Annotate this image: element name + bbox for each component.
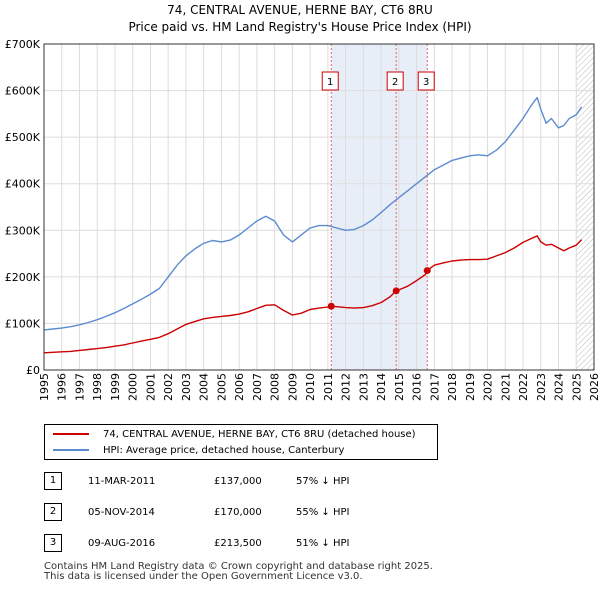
x-tick-label: 2023 (535, 373, 548, 401)
sale-point-2 (392, 287, 400, 295)
sale-box-label-2: 2 (392, 77, 398, 88)
sale-point-1 (327, 302, 335, 310)
price-chart: 1 2 3 £0 £100K £200K £300K £400K £500K £600K £700K… (5, 38, 600, 401)
x-tick-label: 2000 (127, 373, 140, 401)
x-tick-label: 2010 (304, 373, 317, 401)
sale-date-2: 05-NOV-2014 (88, 507, 155, 518)
chart-title: 74, CENTRAL AVENUE, HERNE BAY, CT6 8RU P… (0, 2, 600, 36)
x-tick-label: 2026 (588, 373, 600, 401)
sale-hpi-1: 57% ↓ HPI (296, 476, 350, 487)
shaded-ownership-region (331, 44, 428, 370)
legend-label-hpi: HPI: Average price, detached house, Cant… (103, 445, 345, 456)
sale-box-label-3: 3 (423, 77, 429, 88)
x-tick-label: 2015 (393, 373, 406, 401)
sale-row-2: 2 05-NOV-2014 £170,000 55% ↓ HPI (44, 503, 464, 523)
sale-price-1: £137,000 (214, 476, 262, 487)
x-tick-label: 1995 (38, 373, 51, 401)
footer: Contains HM Land Registry data © Crown c… (44, 562, 433, 582)
hpi-series-line (43, 96, 583, 331)
y-tick-label: £300K (5, 224, 41, 237)
sale-date-3: 09-AUG-2016 (88, 538, 156, 549)
x-tick-label: 2009 (286, 373, 299, 401)
x-tick-label: 2006 (233, 373, 246, 401)
x-tick-label: 1997 (73, 373, 86, 401)
footer-line-2: This data is licensed under the Open Gov… (44, 571, 363, 582)
future-hatch-region (576, 44, 594, 370)
x-tick-label: 2002 (162, 373, 175, 401)
x-tick-label: 1996 (56, 373, 69, 401)
title-line-2: Price paid vs. HM Land Registry's House … (128, 20, 472, 34)
x-tick-label: 2011 (322, 373, 335, 401)
legend-swatch-property (53, 433, 89, 435)
x-tick-label: 2020 (482, 373, 495, 401)
legend-item-hpi: HPI: Average price, detached house, Cant… (53, 444, 344, 458)
chart-legend: 74, CENTRAL AVENUE, HERNE BAY, CT6 8RU (… (44, 424, 438, 460)
y-tick-label: £600K (5, 85, 41, 98)
sale-marker-3: 3 (44, 534, 62, 552)
y-tick-label: £200K (5, 271, 41, 284)
sale-price-3: £213,500 (214, 538, 262, 549)
x-tick-label: 2005 (215, 373, 228, 401)
sale-price-2: £170,000 (214, 507, 262, 518)
x-tick-label: 2017 (428, 373, 441, 401)
x-tick-label: 2025 (570, 373, 583, 401)
sale-hpi-2: 55% ↓ HPI (296, 507, 350, 518)
x-tick-label: 1999 (109, 373, 122, 401)
sale-point-3 (423, 267, 431, 275)
plot-border (43, 43, 595, 371)
y-tick-label: £0 (26, 364, 40, 377)
x-tick-label: 2001 (144, 373, 157, 401)
legend-label-property: 74, CENTRAL AVENUE, HERNE BAY, CT6 8RU (… (103, 429, 416, 440)
legend-item-property: 74, CENTRAL AVENUE, HERNE BAY, CT6 8RU (… (53, 428, 416, 442)
sale-box-2 (386, 71, 404, 91)
sale-box-1 (321, 71, 339, 91)
footer-line-1: Contains HM Land Registry data © Crown c… (44, 561, 433, 572)
sale-row-1: 1 11-MAR-2011 £137,000 57% ↓ HPI (44, 472, 464, 492)
x-tick-label: 2007 (251, 373, 264, 401)
sale-marker-2: 2 (44, 503, 62, 521)
y-tick-label: £400K (5, 178, 41, 191)
x-tick-label: 2021 (499, 373, 512, 401)
sale-row-3: 3 09-AUG-2016 £213,500 51% ↓ HPI (44, 534, 464, 554)
y-tick-label: £500K (5, 131, 41, 144)
x-tick-label: 2012 (340, 373, 353, 401)
x-tick-label: 2014 (375, 373, 388, 401)
sale-box-3 (417, 71, 435, 91)
x-tick-label: 2019 (464, 373, 477, 401)
x-tick-label: 2004 (198, 373, 211, 401)
x-tick-label: 2018 (446, 373, 459, 401)
sale-box-label-1: 1 (327, 77, 333, 88)
legend-swatch-hpi (53, 449, 89, 451)
x-tick-label: 2024 (553, 373, 566, 401)
x-tick-label: 2016 (411, 373, 424, 401)
x-tick-label: 1998 (91, 373, 104, 401)
plot-area (44, 44, 594, 370)
y-tick-label: £100K (5, 317, 41, 330)
y-tick-label: £700K (5, 38, 41, 51)
x-tick-label: 2013 (357, 373, 370, 401)
sale-date-1: 11-MAR-2011 (88, 476, 156, 487)
x-tick-label: 2003 (180, 373, 193, 401)
title-line-1: 74, CENTRAL AVENUE, HERNE BAY, CT6 8RU (167, 3, 433, 17)
sale-hpi-3: 51% ↓ HPI (296, 538, 350, 549)
x-tick-label: 2008 (269, 373, 282, 401)
x-tick-label: 2022 (517, 373, 530, 401)
sale-marker-1: 1 (44, 472, 62, 490)
